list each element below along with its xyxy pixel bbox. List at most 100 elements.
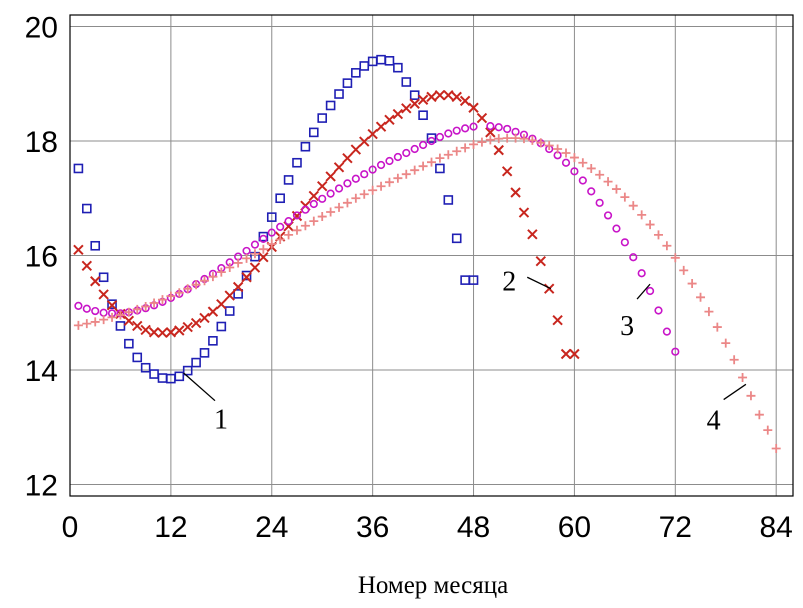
- data-point: [738, 372, 748, 382]
- data-point: [174, 325, 185, 336]
- data-point: [645, 220, 655, 230]
- x-tick-labels: 0 12 24 36 48 60 72 84: [62, 511, 793, 544]
- series-2: [73, 89, 580, 360]
- data-point: [191, 357, 201, 368]
- data-point: [368, 185, 378, 195]
- data-point: [771, 443, 781, 453]
- data-point: [511, 133, 521, 143]
- data-point: [267, 239, 277, 249]
- data-point: [258, 252, 269, 263]
- data-point: [544, 141, 554, 151]
- data-point: [679, 265, 689, 275]
- annotation-leader: [723, 383, 747, 401]
- data-point: [561, 158, 571, 167]
- data-point: [351, 174, 360, 183]
- annotation-label-3: 3: [620, 311, 634, 342]
- data-point: [207, 306, 219, 317]
- data-point: [359, 136, 370, 147]
- data-point: [224, 290, 235, 301]
- data-point: [519, 134, 529, 144]
- data-point: [199, 312, 210, 324]
- data-point: [552, 314, 563, 326]
- data-point: [620, 238, 629, 247]
- data-point: [325, 171, 336, 182]
- data-point: [418, 140, 428, 150]
- data-point: [443, 150, 453, 160]
- data-point: [443, 89, 454, 101]
- data-point: [259, 234, 268, 243]
- data-point: [637, 269, 646, 278]
- data-point: [199, 348, 210, 358]
- data-point: [91, 306, 100, 316]
- data-point: [452, 126, 461, 135]
- data-point: [671, 347, 680, 356]
- data-point: [502, 133, 512, 143]
- data-point: [165, 327, 177, 338]
- data-point: [393, 152, 402, 162]
- data-point: [216, 321, 227, 332]
- data-point: [292, 211, 302, 220]
- data-point: [276, 222, 285, 231]
- data-point: [510, 187, 521, 198]
- x-tick-label: 12: [154, 511, 187, 544]
- data-point: [326, 207, 336, 217]
- data-point: [629, 253, 638, 262]
- data-point: [485, 127, 496, 138]
- data-point: [543, 283, 555, 294]
- data-point: [409, 98, 420, 109]
- data-point: [342, 78, 353, 88]
- data-point: [712, 322, 722, 332]
- data-point: [334, 184, 344, 193]
- data-point: [275, 193, 285, 204]
- data-point: [342, 198, 352, 208]
- data-point: [535, 256, 546, 267]
- data-point: [208, 272, 218, 282]
- data-point: [157, 327, 168, 339]
- data-point: [333, 162, 345, 173]
- data-point: [115, 321, 126, 331]
- data-point: [343, 179, 352, 188]
- data-point: [309, 127, 319, 138]
- data-point: [451, 91, 462, 103]
- data-point: [73, 163, 84, 174]
- data-point: [258, 231, 269, 242]
- data-point: [410, 165, 420, 175]
- data-point: [401, 103, 412, 114]
- data-point: [132, 304, 142, 314]
- data-point: [107, 312, 117, 322]
- data-point: [334, 202, 344, 212]
- data-point: [578, 176, 587, 185]
- data-point: [200, 276, 210, 286]
- data-point: [317, 181, 328, 192]
- data-point: [468, 102, 479, 113]
- data-point: [435, 153, 445, 163]
- data-point: [360, 170, 369, 179]
- data-point: [384, 56, 395, 66]
- data-point: [477, 137, 487, 147]
- data-point: [595, 198, 604, 207]
- data-point: [401, 77, 412, 87]
- data-point: [628, 201, 638, 211]
- data-point: [300, 221, 310, 231]
- data-point: [494, 123, 503, 132]
- data-point: [300, 141, 311, 152]
- data-point: [468, 275, 479, 285]
- data-point: [149, 298, 159, 308]
- data-point: [82, 203, 92, 214]
- data-point: [427, 157, 436, 167]
- data-point: [426, 133, 437, 143]
- data-point: [376, 160, 386, 170]
- data-point: [242, 253, 252, 263]
- data-point: [402, 148, 411, 158]
- data-point: [561, 148, 571, 158]
- data-point: [124, 338, 134, 349]
- data-point: [459, 95, 471, 107]
- data-point: [90, 317, 100, 327]
- data-point: [435, 132, 445, 142]
- grid: [69, 15, 793, 496]
- data-point: [746, 391, 756, 401]
- data-point: [527, 229, 538, 240]
- data-point: [233, 258, 243, 268]
- annotation-label-4: 4: [707, 406, 721, 437]
- data-point: [553, 144, 563, 154]
